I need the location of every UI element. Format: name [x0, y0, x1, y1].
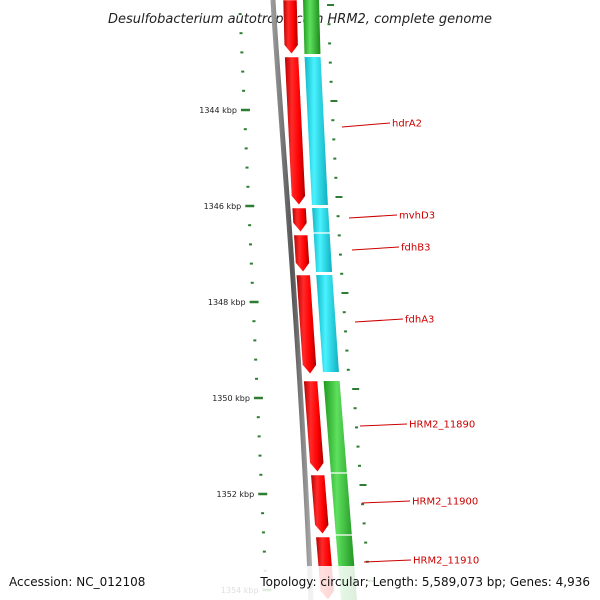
gene-labels: hdrA2 mvhD3 fdhB3 fdhA3 HRM2_11890 HRM2_11900…: [341, 119, 479, 567]
map-title: Desulfobacterium autotrophicum HRM2, com…: [108, 12, 492, 27]
cog-segment: [316, 275, 339, 372]
gene-arrow: [282, 0, 299, 55]
cog-segment: [323, 381, 357, 600]
tick-label: 1352 kbp: [217, 490, 255, 499]
gene-arrow: [310, 474, 330, 535]
gene-label-leader: [354, 318, 404, 323]
gene-label: fdhB3: [401, 243, 430, 254]
gene-arrow: [291, 207, 308, 233]
cog-segment: [303, 0, 321, 54]
tick-label: 1350 kbp: [212, 394, 250, 403]
gene-label-leader: [351, 246, 400, 251]
tick-label: 1348 kbp: [208, 298, 246, 307]
gene-label: HRM2_11900: [412, 497, 478, 508]
tick-label: 1344 kbp: [199, 106, 237, 115]
accession-text: Accession: NC_012108: [9, 575, 145, 589]
gene-label: mvhD3: [399, 211, 435, 222]
gene-label: hdrA2: [392, 119, 422, 130]
gene-arrow: [293, 234, 310, 273]
footer-bar: [0, 566, 600, 600]
gene-label: HRM2_11910: [413, 556, 479, 567]
gene-label-leader: [341, 122, 391, 128]
gene-arrow: [284, 56, 306, 206]
gene-label-leader: [348, 214, 398, 219]
tick-label: 1346 kbp: [204, 202, 242, 211]
cog-track: [303, 0, 357, 600]
gene-label-leader: [359, 423, 408, 427]
genome-summary-text: Topology: circular; Length: 5,589,073 bp…: [259, 575, 590, 589]
cog-segment: [304, 57, 328, 205]
gene-label: HRM2_11890: [409, 420, 475, 431]
gene-arrow: [303, 380, 325, 473]
gene-label-leader: [361, 500, 411, 504]
gene-label: fdhA3: [405, 315, 434, 326]
genome-backbone: [270, 0, 314, 600]
gene-arrow: [295, 274, 317, 375]
cog-segment: [312, 208, 333, 272]
gene-label-leader: [363, 559, 412, 563]
